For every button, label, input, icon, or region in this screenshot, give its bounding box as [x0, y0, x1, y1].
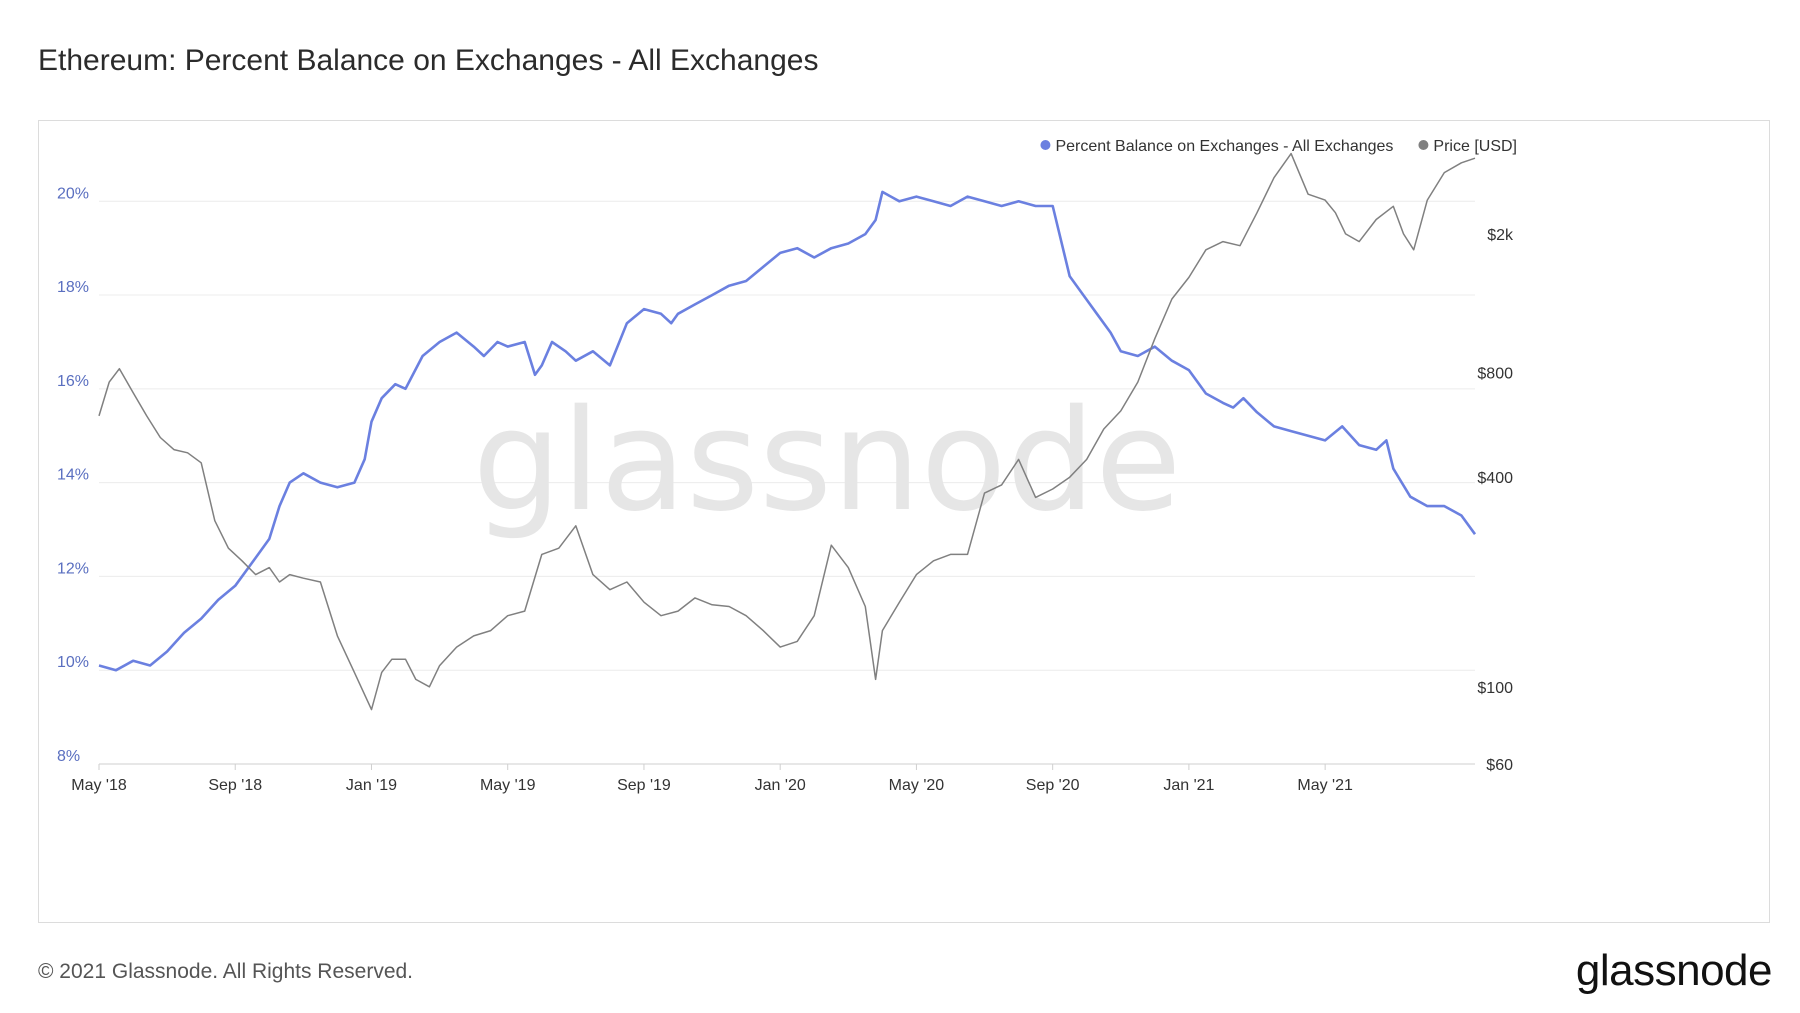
x-tick-label: May '18	[71, 777, 127, 794]
y-right-tick-label: $800	[1477, 365, 1513, 382]
glassnode-logo: glassnode	[1575, 946, 1773, 995]
y-left-tick-label: 14%	[57, 467, 89, 484]
y-left-tick-label: 12%	[57, 560, 89, 577]
y-left-tick-label: 10%	[57, 654, 89, 671]
x-tick-label: May '20	[889, 777, 945, 794]
legend-label: Percent Balance on Exchanges - All Excha…	[1055, 138, 1393, 155]
y-right-tick-label: $2k	[1487, 227, 1514, 244]
series-line-balance	[98, 190, 1477, 672]
y-left-tick-label: 20%	[57, 185, 89, 202]
legend-dot-icon	[1040, 140, 1051, 150]
series-line-price	[98, 152, 1476, 711]
x-tick-label: Sep '20	[1026, 777, 1080, 794]
watermark-text: glassnode	[473, 380, 1182, 543]
series-layer	[98, 152, 1477, 711]
y-left-tick-label: 16%	[57, 373, 89, 390]
chart-panel: glassnode 8% 10% 12% 14% 16% 18% 20% $60 $100 $40…	[38, 120, 1770, 923]
axes: 8% 10% 12% 14% 16% 18% 20% $60 $100 $400 $800 $2k Ma…	[57, 185, 1514, 794]
legend-dot-icon	[1418, 140, 1429, 150]
legend-label: Price [USD]	[1433, 138, 1517, 155]
chart-title: Ethereum: Percent Balance on Exchanges -…	[38, 44, 819, 77]
x-tick-label: Sep '18	[208, 777, 262, 794]
y-left-tick-label: 18%	[57, 279, 89, 296]
x-tick-label: Jan '19	[346, 777, 397, 794]
y-right-tick-label: $400	[1477, 470, 1513, 487]
x-tick-label: May '19	[480, 777, 536, 794]
y-right-tick-label: $100	[1477, 680, 1513, 697]
footer-copyright: © 2021 Glassnode. All Rights Reserved.	[38, 960, 414, 983]
chart-svg: glassnode 8% 10% 12% 14% 16% 18% 20% $60 $100 $40…	[57, 138, 1517, 794]
x-tick-label: Jan '20	[755, 777, 806, 794]
x-tick-label: May '21	[1297, 777, 1353, 794]
grid-lines	[99, 200, 1475, 765]
x-tick-label: Jan '21	[1163, 777, 1214, 794]
x-tick-label: Sep '19	[617, 777, 671, 794]
y-right-tick-label: $60	[1486, 757, 1513, 774]
y-left-tick-label: 8%	[57, 748, 80, 765]
legend: Price [USD] Percent Balance on Exchanges …	[1040, 138, 1517, 155]
